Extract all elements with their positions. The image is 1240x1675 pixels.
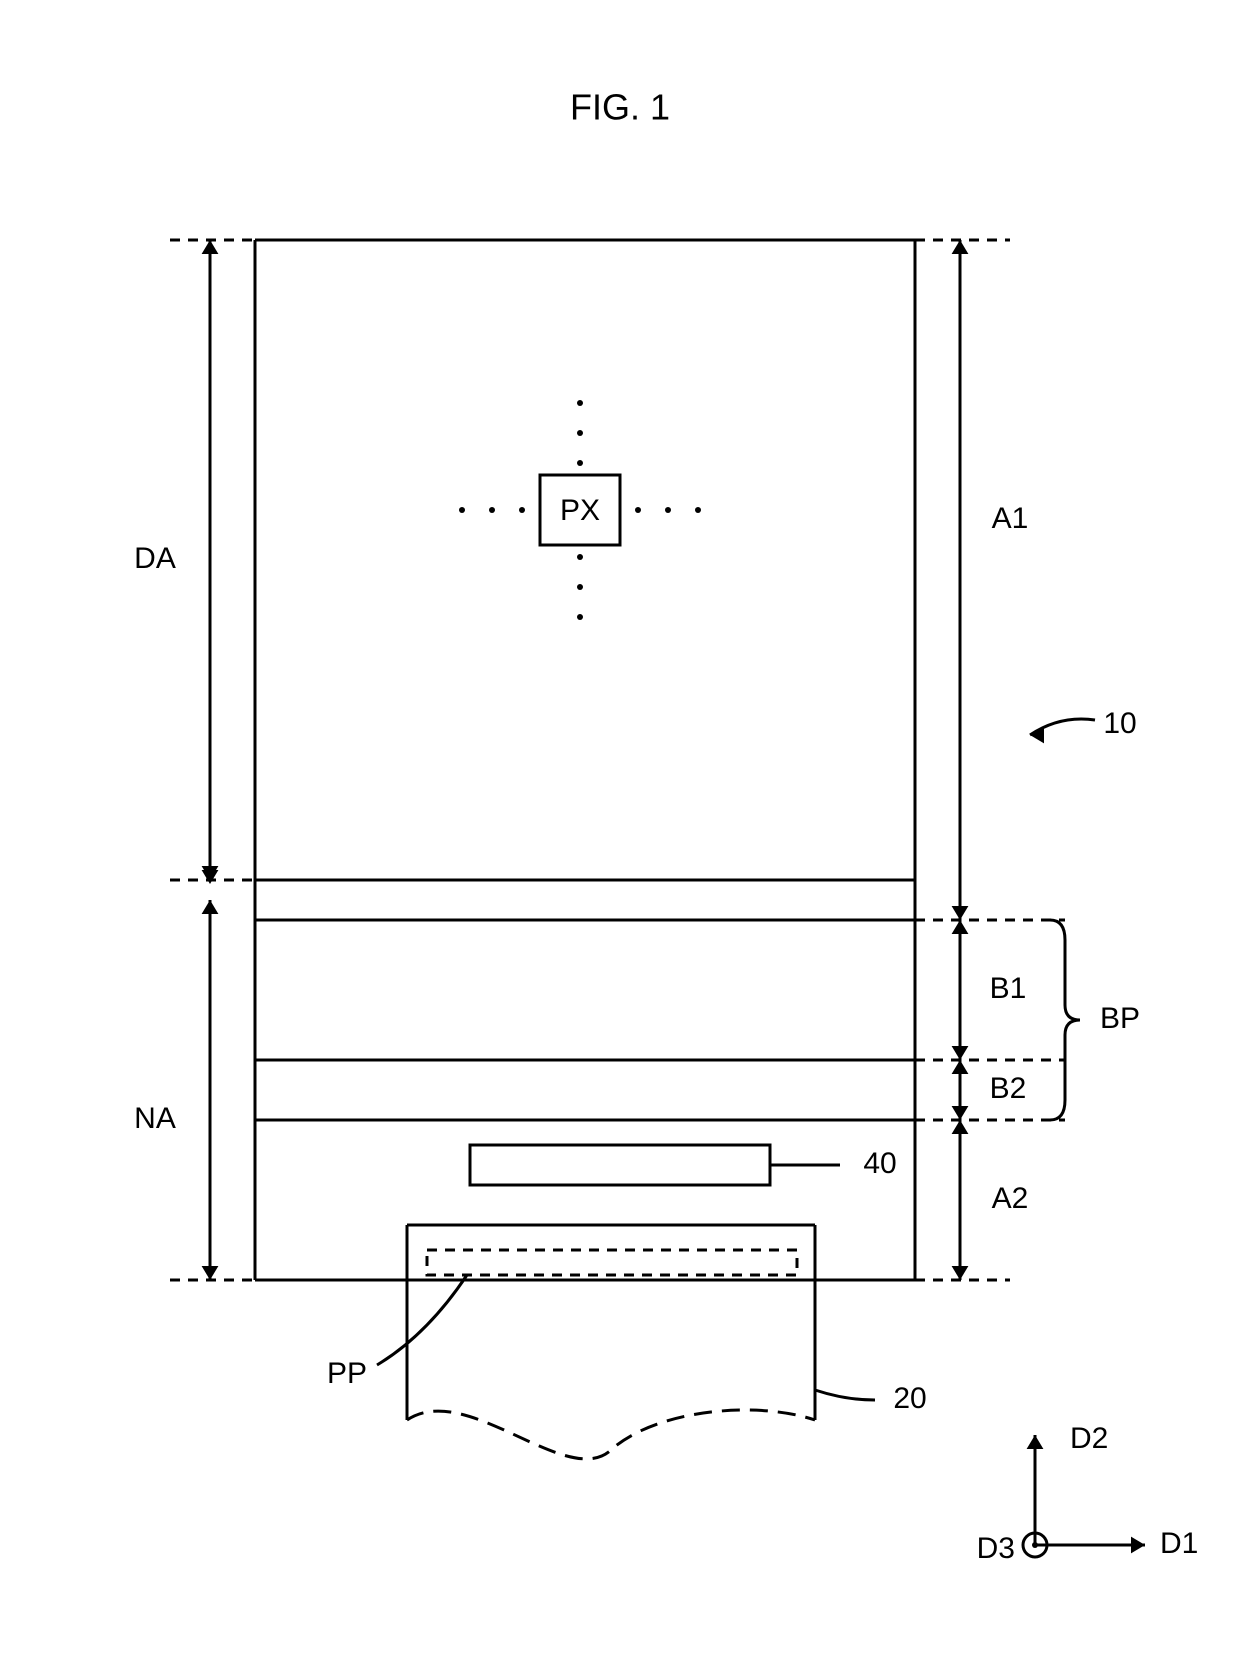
label-d3: D3	[977, 1532, 1015, 1565]
label-da: DA	[134, 542, 176, 575]
figure-title: FIG. 1	[570, 87, 670, 128]
px-dot-up	[577, 430, 583, 436]
leader-pp	[377, 1275, 467, 1365]
label-bp: BP	[1100, 1002, 1140, 1035]
fpc-break	[407, 1410, 815, 1459]
label-b2: B2	[990, 1072, 1027, 1105]
label-d1: D1	[1160, 1527, 1198, 1560]
px-dot-left	[489, 507, 495, 513]
label-d2: D2	[1070, 1422, 1108, 1455]
px-dot-down	[577, 554, 583, 560]
label-px: PX	[560, 494, 600, 527]
leader-20	[815, 1390, 875, 1400]
px-dot-up	[577, 400, 583, 406]
label-20: 20	[893, 1382, 926, 1415]
label-pp: PP	[327, 1357, 367, 1390]
label-40: 40	[863, 1147, 896, 1180]
px-dot-up	[577, 460, 583, 466]
label-na: NA	[134, 1102, 176, 1135]
label-b1: B1	[990, 972, 1027, 1005]
px-dot-left	[459, 507, 465, 513]
px-dot-right	[665, 507, 671, 513]
label-a2: A2	[992, 1182, 1029, 1215]
brace-bp	[1050, 920, 1080, 1120]
px-dot-right	[635, 507, 641, 513]
pp-box	[427, 1250, 797, 1275]
d3-dot	[1032, 1542, 1038, 1548]
px-dot-right	[695, 507, 701, 513]
px-dot-down	[577, 614, 583, 620]
px-dot-down	[577, 584, 583, 590]
px-dot-left	[519, 507, 525, 513]
label-a1: A1	[992, 502, 1029, 535]
label-10: 10	[1103, 707, 1136, 740]
ic-box	[470, 1145, 770, 1185]
